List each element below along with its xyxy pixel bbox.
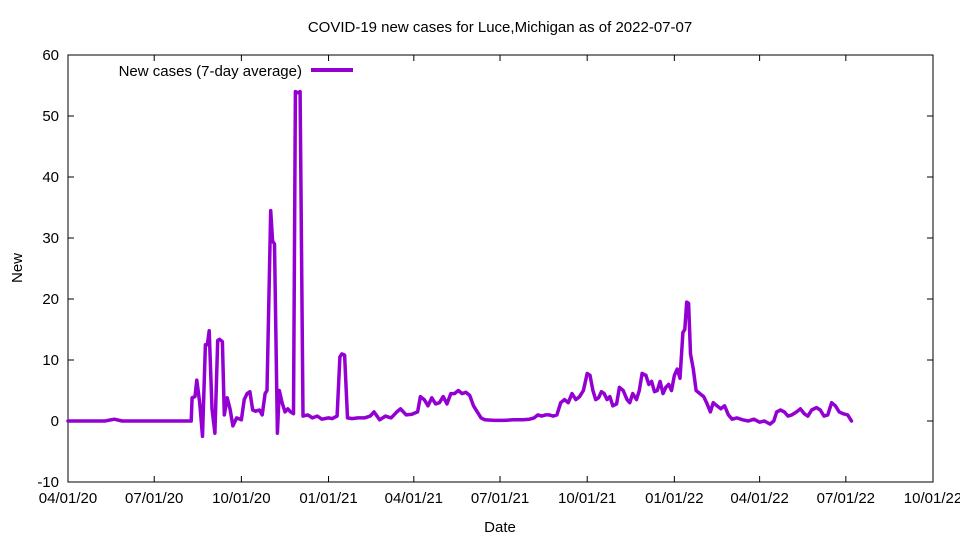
x-tick-label: 10/01/20 [212,490,270,507]
y-tick-label: -10 [37,474,59,491]
chart-title: COVID-19 new cases for Luce,Michigan as … [308,19,692,36]
x-tick-label: 01/01/21 [299,490,357,507]
y-tick-label: 60 [42,47,59,64]
y-axis-label: New [9,253,26,283]
legend-label: New cases (7-day average) [119,63,302,80]
y-tick-label: 10 [42,352,59,369]
x-tick-label: 01/01/22 [645,490,703,507]
y-tick-label: 30 [42,230,59,247]
x-tick-label: 04/01/21 [385,490,443,507]
plot-frame [67,54,934,483]
x-tick-label: 10/01/21 [558,490,616,507]
x-tick-label: 07/01/21 [471,490,529,507]
legend: New cases (7-day average) [119,63,353,80]
series-line [66,89,854,439]
y-tick-label: 20 [42,291,59,308]
axes: -10 0 10 20 30 40 50 60 04/01/20 07/01/20 10/01/20… [37,47,960,507]
x-axis-label: Date [484,519,516,536]
x-tick-label: 07/01/22 [817,490,875,507]
y-tick-label: 0 [51,413,59,430]
x-tick-label: 07/01/20 [125,490,183,507]
series-layer [66,89,854,439]
x-tick-label: 10/01/22 [904,490,960,507]
x-tick-label: 04/01/22 [730,490,788,507]
x-tick-label: 04/01/20 [39,490,97,507]
y-tick-label: 50 [42,108,59,125]
y-tick-label: 40 [42,169,59,186]
